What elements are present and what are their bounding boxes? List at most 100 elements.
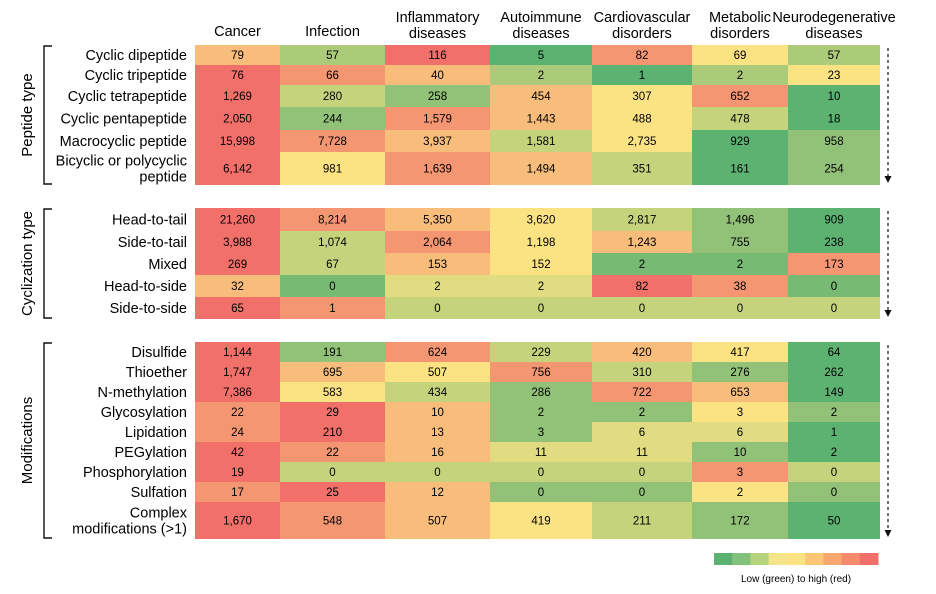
heatmap-cell (692, 382, 788, 402)
cell-value: 454 (531, 91, 551, 103)
heatmap-cell (592, 231, 692, 253)
cell-value: 1,747 (223, 367, 252, 379)
cell-value: 2 (737, 487, 743, 499)
heatmap-cell (592, 442, 692, 462)
heatmap-cell (692, 482, 788, 502)
heatmap-cell (692, 422, 788, 442)
cell-value: 1,074 (318, 237, 347, 249)
row-label: Lipidation (125, 425, 187, 441)
legend-swatch (841, 553, 861, 565)
cell-value: 0 (639, 467, 645, 479)
heatmap-cell (788, 297, 880, 319)
cell-value: 15,998 (220, 136, 255, 148)
cell-value: 10 (431, 407, 444, 419)
cell-value: 8,214 (318, 215, 347, 227)
heatmap-cell (195, 208, 280, 231)
row-label: Mixed (148, 257, 187, 273)
cell-value: 116 (428, 50, 446, 62)
heatmap-cell (788, 342, 880, 362)
cell-value: 67 (326, 259, 339, 271)
cell-value: 1,243 (628, 237, 657, 249)
heatmap-cell (195, 65, 280, 85)
cell-value: 42 (231, 447, 244, 459)
row-label: Head-to-side (104, 279, 187, 295)
cell-value: 286 (531, 387, 550, 399)
heatmap-cell (692, 275, 788, 297)
cell-value: 2 (831, 407, 837, 419)
heatmap-cell (592, 65, 692, 85)
cell-value: 11 (535, 447, 547, 459)
heatmap-cell (692, 152, 788, 185)
cell-value: 173 (824, 259, 843, 271)
heatmap-cell (195, 85, 280, 107)
column-header: diseases (512, 26, 569, 42)
cell-value: 981 (323, 164, 342, 176)
heatmap-cell (692, 85, 788, 107)
heatmap-cell (592, 208, 692, 231)
cell-value: 23 (828, 70, 841, 82)
row-label: modifications (>1) (72, 522, 187, 538)
legend-swatch (786, 553, 806, 565)
cell-value: 2 (737, 70, 743, 82)
heatmap-cell (385, 275, 490, 297)
heatmap-cell (592, 502, 692, 539)
cell-value: 57 (326, 50, 339, 62)
cell-value: 5,350 (423, 215, 452, 227)
heatmap-cell (195, 130, 280, 152)
heatmap-cell (788, 107, 880, 130)
heatmap-cell (490, 130, 592, 152)
cell-value: 0 (434, 467, 440, 479)
heatmap-cell (195, 362, 280, 382)
row-label: Cyclic pentapeptide (60, 112, 187, 128)
heatmap-cell (692, 402, 788, 422)
row-label: Macrocyclic peptide (60, 134, 187, 150)
heatmap-cell (385, 442, 490, 462)
column-header: Cardiovascular (594, 10, 691, 26)
cell-value: 161 (730, 164, 749, 176)
heatmap-cell (788, 275, 880, 297)
heatmap-cell (280, 275, 385, 297)
heatmap-cell (385, 297, 490, 319)
cell-value: 1,269 (223, 91, 252, 103)
cell-value: 3 (737, 467, 743, 479)
heatmap-cell (280, 382, 385, 402)
group-label: Modifications (19, 397, 36, 485)
heatmap-cell (195, 462, 280, 482)
heatmap-cell (788, 382, 880, 402)
cell-value: 1,494 (527, 164, 556, 176)
cell-value: 2,064 (423, 237, 452, 249)
row-label: Complex (130, 506, 188, 522)
heatmap-cell (788, 253, 880, 275)
row-label: Sulfation (131, 485, 187, 501)
heatmap-cell (788, 45, 880, 65)
heatmap-cell (280, 107, 385, 130)
heatmap-cell (592, 482, 692, 502)
heatmap-cell (280, 462, 385, 482)
heatmap-cell (490, 442, 592, 462)
group-bracket (43, 45, 52, 185)
cell-value: 1,581 (527, 136, 556, 148)
cell-value: 3,937 (423, 136, 452, 148)
heatmap-cell (788, 85, 880, 107)
cell-value: 652 (730, 91, 749, 103)
cell-value: 32 (231, 281, 244, 293)
column-header: diseases (805, 26, 862, 42)
row-label: Cyclic dipeptide (85, 48, 187, 64)
heatmap-cell (592, 45, 692, 65)
column-header: disorders (710, 26, 770, 42)
legend-swatch (823, 553, 843, 565)
heatmap-cell (195, 253, 280, 275)
group-label: Peptide type (19, 73, 36, 156)
cell-value: 507 (428, 516, 447, 528)
cell-value: 0 (831, 487, 837, 499)
row-label: N-methylation (98, 385, 187, 401)
heatmap-cell (195, 231, 280, 253)
column-header: Inflammatory (396, 10, 481, 26)
heatmap-cell (788, 462, 880, 482)
cell-value: 229 (531, 347, 550, 359)
cell-value: 583 (323, 387, 342, 399)
heatmap-cell (385, 107, 490, 130)
row-label: Bicyclic or polycyclic (56, 154, 187, 170)
cell-value: 2 (538, 407, 544, 419)
cell-value: 10 (828, 91, 841, 103)
